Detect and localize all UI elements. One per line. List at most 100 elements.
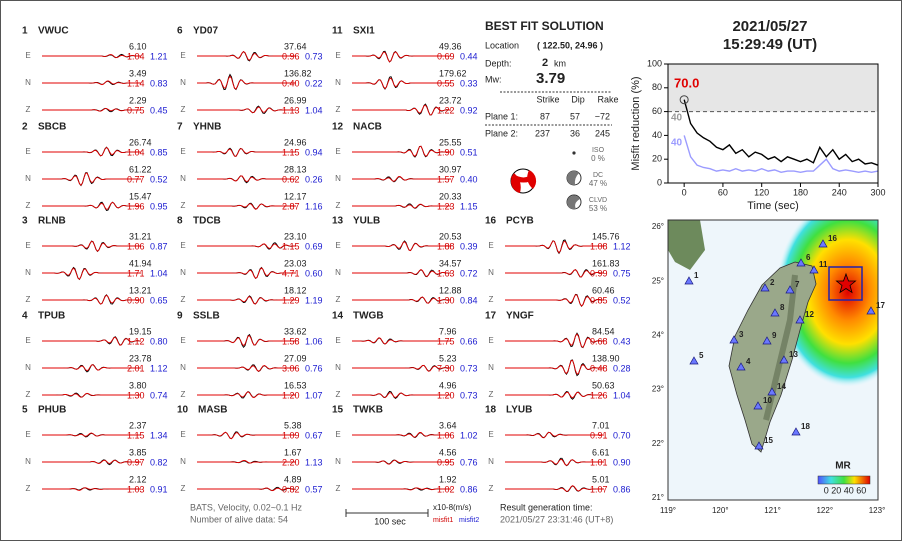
- annotation: 70.0: [674, 75, 699, 90]
- amplitude: 19.15: [129, 326, 152, 336]
- amplitude: 7.01: [592, 420, 610, 430]
- misfit1: 1.29: [282, 295, 300, 305]
- solution-title: BEST FIT SOLUTION: [485, 19, 604, 33]
- amplitude: 41.94: [129, 258, 152, 268]
- misfit2: 0.80: [150, 336, 168, 346]
- table-header: Strike: [536, 94, 559, 104]
- misfit1: 1.06: [127, 241, 145, 251]
- waveform-synthetic: [42, 146, 141, 157]
- amplitude: 27.09: [284, 353, 307, 363]
- component: E: [335, 51, 340, 60]
- station-name: YD07: [193, 26, 218, 37]
- station-name: MASB: [198, 405, 227, 416]
- station-number: 18: [485, 405, 497, 416]
- waveform-synthetic: [197, 203, 296, 210]
- amplitude: 31.21: [129, 231, 152, 241]
- map-frame: [667, 219, 879, 501]
- misfit1: 1.75: [437, 336, 455, 346]
- misfit1: 1.22: [437, 105, 455, 115]
- component: Z: [336, 390, 341, 399]
- misfit2: 0.86: [460, 484, 478, 494]
- station-number: 17: [485, 311, 497, 322]
- waveform-synthetic: [352, 459, 451, 465]
- component: Z: [489, 484, 494, 493]
- iso-dot: [572, 151, 576, 155]
- misfit1: 1.58: [282, 336, 300, 346]
- misfit2: 1.04: [305, 105, 323, 115]
- waveform-synthetic: [42, 392, 141, 398]
- component: Z: [336, 105, 341, 114]
- map-station-label: 3: [739, 330, 744, 339]
- misfit2: 1.02: [460, 430, 478, 440]
- station-name: YHNB: [193, 122, 221, 133]
- waveform-synthetic: [352, 269, 452, 278]
- location: ( 122.50, 24.96 ): [537, 40, 603, 50]
- station-number: 3: [22, 216, 28, 227]
- waveform-synthetic: [352, 392, 451, 399]
- annotation: 40: [671, 113, 683, 124]
- misfit2: 0.26: [305, 174, 323, 184]
- misfit1: 0.95: [437, 457, 455, 467]
- plane-value: 36: [570, 128, 580, 138]
- footer-alive: Number of alive data: 54: [190, 514, 288, 524]
- waveform-synthetic: [197, 459, 296, 464]
- waveform-synthetic: [352, 241, 451, 252]
- misfit2: 0.66: [460, 336, 478, 346]
- amplitude: 2.37: [129, 420, 147, 430]
- dc-lobe: [566, 170, 579, 186]
- y-tick-label: 20: [652, 154, 662, 164]
- result-label: Result generation time:: [500, 502, 593, 512]
- misfit2: 0.73: [305, 51, 323, 61]
- misfit2: 1.06: [305, 336, 323, 346]
- misfit1: 1.12: [127, 336, 145, 346]
- waveform-synthetic: [42, 54, 142, 59]
- x-tick-label: 180: [793, 187, 808, 197]
- station-marker: [866, 306, 876, 315]
- misfit1: 0.85: [590, 295, 608, 305]
- station-marker: [767, 387, 777, 396]
- misfit1: 1.04: [127, 147, 145, 157]
- waveform-synthetic: [197, 296, 296, 305]
- station-name: PCYB: [506, 216, 534, 227]
- component: E: [25, 430, 30, 439]
- waveform-synthetic: [505, 294, 604, 307]
- map-station-label: 12: [805, 310, 814, 319]
- series-line: [683, 135, 879, 174]
- misfit1: 0.68: [590, 336, 608, 346]
- misfit2: 1.21: [150, 51, 168, 61]
- x-axis-label: Time (sec): [747, 200, 799, 212]
- amplitude: 23.72: [439, 95, 462, 105]
- component: E: [488, 336, 493, 345]
- amplitude: 50.63: [592, 380, 615, 390]
- misfit1: 0.69: [437, 51, 455, 61]
- misfit2: 0.22: [305, 78, 323, 88]
- depth-unit: km: [554, 58, 566, 68]
- map-station-label: 8: [780, 303, 785, 312]
- misfit1: 2.20: [282, 457, 300, 467]
- map-station-label: 9: [772, 331, 777, 340]
- misfit2: 1.12: [613, 241, 631, 251]
- station-name: YULB: [353, 216, 380, 227]
- unit: x10-8(m/s): [433, 503, 472, 512]
- depth: 2: [542, 57, 548, 69]
- component-label: DC: [593, 172, 603, 179]
- component-label: CLVD: [589, 197, 607, 204]
- station-marker: [729, 335, 739, 344]
- beachball-lobe: [510, 173, 536, 183]
- amplitude: 23.10: [284, 231, 307, 241]
- waveform-synthetic: [352, 51, 451, 63]
- station-marker: [754, 441, 764, 450]
- station-marker: [736, 362, 746, 371]
- misfit2: 0.86: [613, 484, 631, 494]
- map-station-label: 11: [819, 260, 828, 269]
- waveform-synthetic: [505, 391, 604, 399]
- waveform-synthetic: [352, 487, 451, 491]
- amplitude: 1.92: [439, 474, 457, 484]
- misfit2: 0.39: [460, 241, 478, 251]
- map-station-label: 13: [789, 350, 798, 359]
- amplitude: 12.88: [439, 285, 462, 295]
- waveforms: [42, 50, 604, 492]
- misfit2: 0.91: [150, 484, 168, 494]
- misfit1: 1.15: [127, 430, 145, 440]
- misfit2: 0.76: [460, 457, 478, 467]
